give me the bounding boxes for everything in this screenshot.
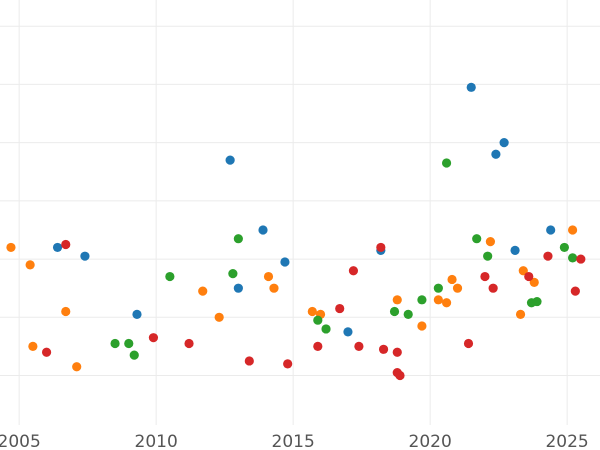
- data-point: [80, 251, 90, 261]
- gridlines: [0, 0, 600, 425]
- data-point: [269, 283, 279, 293]
- data-point: [378, 344, 389, 354]
- data-point: [184, 338, 194, 349]
- data-point: [124, 338, 134, 349]
- data-point: [258, 225, 268, 235]
- data-point: [532, 296, 542, 307]
- data-point: [518, 266, 528, 276]
- data-point: [165, 271, 175, 282]
- data-point: [343, 327, 353, 337]
- x-tick-label: 2015: [272, 432, 315, 450]
- data-point: [559, 242, 569, 253]
- data-point: [433, 295, 443, 305]
- data-point: [447, 274, 457, 285]
- x-tick-label: 2020: [409, 432, 452, 450]
- x-tick-label: 2025: [545, 432, 588, 450]
- data-point: [417, 295, 427, 305]
- data-point: [283, 359, 293, 369]
- data-point: [263, 271, 274, 282]
- data-point: [441, 298, 452, 308]
- data-point: [524, 271, 534, 282]
- data-point: [233, 283, 243, 293]
- data-point: [376, 242, 386, 253]
- data-point: [403, 309, 413, 319]
- data-point: [466, 82, 476, 92]
- data-point: [491, 149, 501, 159]
- data-point: [41, 347, 52, 357]
- data-point: [433, 283, 443, 293]
- data-point: [452, 283, 463, 293]
- data-point: [546, 225, 556, 235]
- data-point: [280, 257, 290, 267]
- data-point: [510, 245, 520, 255]
- data-point: [313, 315, 323, 325]
- data-point: [395, 370, 405, 381]
- data-point: [335, 303, 345, 314]
- data-point: [441, 158, 452, 168]
- data-point: [72, 362, 82, 372]
- data-point: [576, 254, 586, 264]
- data-point: [321, 324, 331, 334]
- data-point: [225, 155, 235, 165]
- data-point: [233, 234, 243, 244]
- data-point: [6, 242, 16, 253]
- data-point: [515, 309, 526, 319]
- data-point: [28, 341, 38, 352]
- data-point: [485, 237, 496, 247]
- data-point: [568, 253, 578, 263]
- data-point: [570, 286, 580, 296]
- data-point: [389, 306, 400, 317]
- data-point: [480, 271, 490, 282]
- data-points: [6, 82, 586, 381]
- x-axis-tick-labels: 2005 2010 2015 2020 2025: [0, 432, 589, 450]
- data-point: [198, 286, 208, 296]
- data-point: [148, 333, 159, 343]
- data-point: [25, 260, 35, 270]
- data-point: [110, 338, 120, 349]
- data-point: [488, 283, 498, 293]
- x-tick-label: 2010: [135, 432, 178, 450]
- data-point: [483, 251, 493, 261]
- data-point: [463, 338, 474, 349]
- data-point: [52, 242, 63, 253]
- data-point: [392, 295, 402, 305]
- data-point: [472, 234, 482, 244]
- data-point: [543, 251, 553, 261]
- data-point: [348, 266, 359, 276]
- data-point: [499, 138, 509, 148]
- data-point: [568, 225, 578, 235]
- data-point: [61, 239, 71, 250]
- data-point: [129, 350, 139, 360]
- data-point: [529, 277, 539, 287]
- data-point: [228, 269, 238, 279]
- data-point: [244, 356, 254, 366]
- data-point: [61, 306, 71, 317]
- x-tick-label: 2005: [0, 432, 41, 450]
- data-point: [392, 347, 402, 357]
- data-point: [132, 309, 142, 319]
- data-point: [313, 341, 323, 352]
- data-point: [214, 312, 224, 322]
- data-point: [354, 341, 364, 352]
- data-point: [417, 321, 427, 331]
- data-point: [307, 306, 317, 317]
